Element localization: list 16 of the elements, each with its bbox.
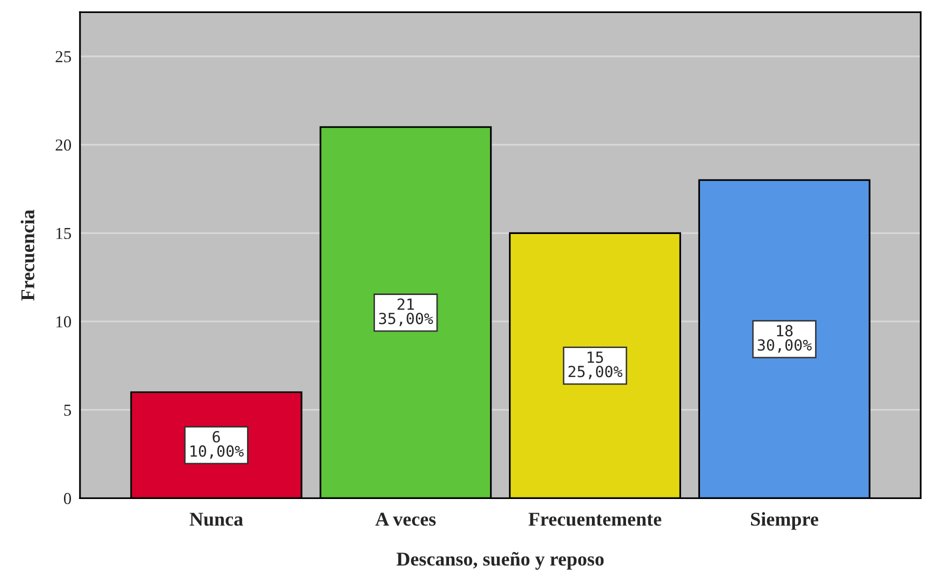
y-tick-label: 0 bbox=[64, 492, 72, 504]
data-label: 21 35,00% bbox=[379, 298, 434, 326]
y-tick-label: 25 bbox=[56, 51, 71, 62]
y-axis-title: Frecuencia bbox=[20, 210, 34, 301]
y-tick-label: 15 bbox=[56, 228, 71, 240]
y-tick-label: 5 bbox=[64, 404, 71, 416]
data-label: 18 30,00% bbox=[758, 324, 812, 353]
data-label: 6 10,00% bbox=[190, 430, 244, 459]
y-tick-label: 20 bbox=[56, 139, 72, 151]
x-tick-label: Nunca bbox=[190, 512, 244, 526]
x-tick-label: Frecuentemente bbox=[528, 512, 662, 526]
data-label: 15 25,00% bbox=[568, 352, 622, 380]
x-tick-label: A veces bbox=[375, 512, 436, 526]
x-tick-label: Siempre bbox=[751, 512, 818, 530]
x-axis-title: Descanso, sueño y reposo bbox=[396, 552, 604, 570]
y-tick-label: 10 bbox=[56, 316, 72, 328]
